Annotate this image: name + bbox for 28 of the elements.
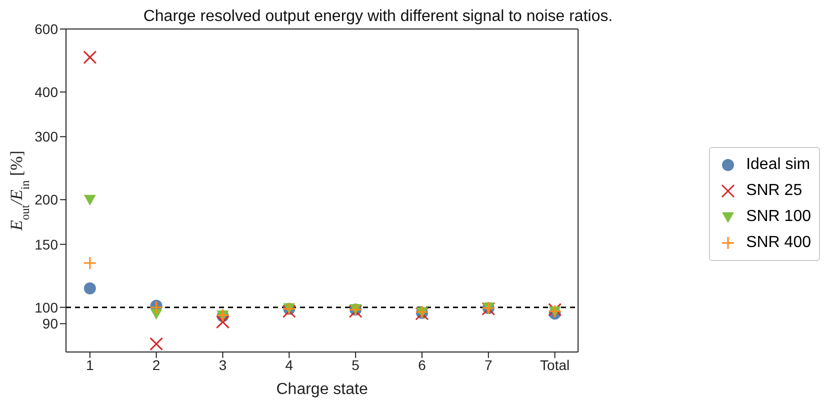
y-tick-label: 600 xyxy=(34,20,58,37)
point xyxy=(83,256,97,270)
x-tick-label: 3 xyxy=(218,356,227,373)
x-tick-label: Total xyxy=(540,356,570,373)
chart-title: Charge resolved output energy with different signal to noise ratios. xyxy=(142,8,614,26)
point xyxy=(83,50,97,64)
legend-label: SNR 400 xyxy=(746,234,811,252)
y-tick-label: 200 xyxy=(34,192,58,208)
x-tick-label: 4 xyxy=(285,356,294,373)
y-tick-label: 100 xyxy=(34,299,58,316)
x-tick-label: 1 xyxy=(86,356,94,373)
x-tick-label: 7 xyxy=(484,356,493,373)
point xyxy=(216,315,230,329)
legend-label: SNR 25 xyxy=(746,182,802,200)
y-tick-label: 300 xyxy=(34,128,58,145)
point xyxy=(150,300,164,314)
legend-label: SNR 100 xyxy=(746,208,811,226)
y-tick-label: 150 xyxy=(34,236,58,252)
x-tick-label: 6 xyxy=(418,356,426,373)
x-tick-label: 2 xyxy=(152,356,160,373)
y-tick-label: 90 xyxy=(42,316,58,332)
x-tick-label: 5 xyxy=(352,356,360,373)
legend-label: Ideal sim xyxy=(746,156,810,174)
point xyxy=(84,194,96,206)
y-tick-label: 400 xyxy=(34,84,58,100)
x-axis-title: Charge state xyxy=(276,381,368,398)
point xyxy=(150,337,164,351)
point xyxy=(84,282,96,294)
